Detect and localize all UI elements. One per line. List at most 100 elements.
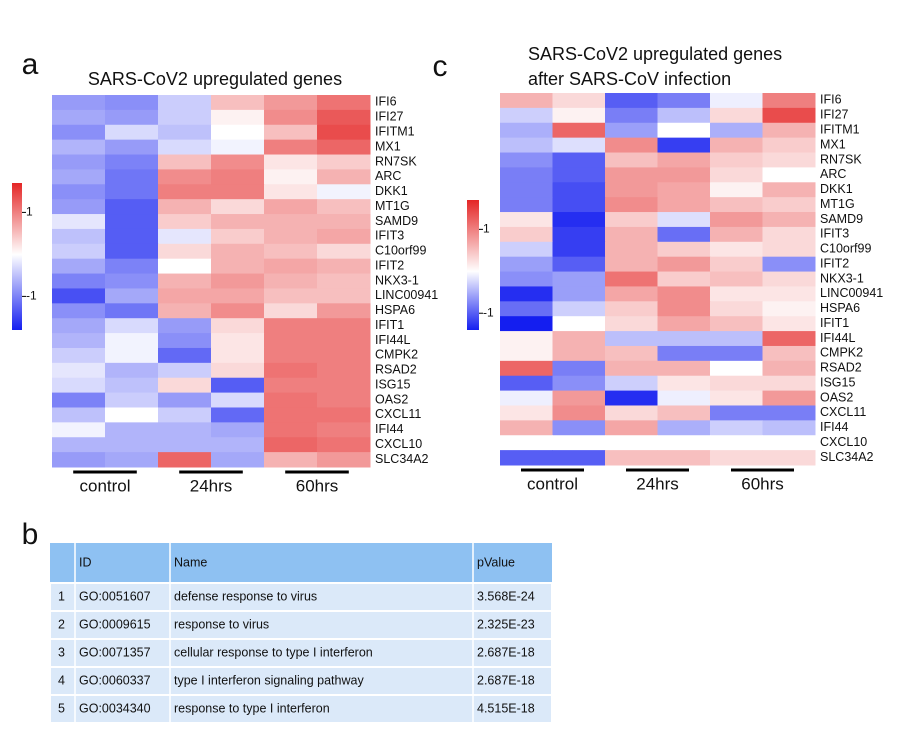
heatmap-cell xyxy=(158,288,212,304)
heatmap-cell xyxy=(105,214,159,230)
chart-title: SARS-CoV2 upregulated genes xyxy=(528,44,782,64)
heatmap-cell xyxy=(710,390,763,406)
heatmap-cell xyxy=(762,331,816,347)
heatmap-cell xyxy=(710,197,763,213)
heatmap-cell xyxy=(605,360,658,377)
panel-label: c xyxy=(433,50,448,83)
row-label: OAS2 xyxy=(820,390,853,404)
heatmap-cell xyxy=(552,226,606,243)
table-cell: 4 xyxy=(58,673,65,687)
row-label: RSAD2 xyxy=(820,361,862,375)
heatmap-cell xyxy=(105,199,159,215)
heatmap-cell xyxy=(158,347,212,364)
row-label: CMPK2 xyxy=(820,346,863,360)
heatmap-cell xyxy=(710,182,763,198)
row-label: LINC00941 xyxy=(375,288,438,302)
heatmap-cell xyxy=(762,390,816,406)
heatmap-cell xyxy=(605,390,658,406)
heatmap-cell xyxy=(52,228,106,245)
row-label: IFI6 xyxy=(375,95,397,109)
heatmap-cell xyxy=(762,122,816,139)
heatmap-cell xyxy=(317,362,371,379)
heatmap-cell xyxy=(657,152,711,168)
heatmap-cell xyxy=(762,197,816,213)
heatmap-cell xyxy=(552,107,606,124)
table-cell: cellular response to type I interferon xyxy=(174,645,373,659)
heatmap-cell xyxy=(317,199,371,215)
heatmap-cell xyxy=(500,331,553,347)
heatmap-cell xyxy=(211,452,265,468)
row-label: CXCL11 xyxy=(375,407,421,421)
heatmap-cell xyxy=(105,422,159,438)
row-label: SLC34A2 xyxy=(375,452,429,466)
heatmap-cell xyxy=(105,362,159,379)
heatmap-cell xyxy=(158,452,212,468)
heatmap-cell xyxy=(158,95,212,111)
heatmap-cell xyxy=(762,152,816,168)
heatmap-cell xyxy=(500,375,553,392)
row-label: ISG15 xyxy=(820,375,855,389)
heatmap-cell xyxy=(158,228,212,245)
heatmap-cell xyxy=(710,93,763,109)
heatmap-cell xyxy=(211,377,265,394)
heatmap-cell xyxy=(500,345,553,362)
heatmap-cell xyxy=(552,405,606,421)
heatmap-cell xyxy=(264,407,318,423)
heatmap-cell xyxy=(317,377,371,394)
table-cell: 3 xyxy=(58,645,65,659)
heatmap-cell xyxy=(605,137,658,154)
row-label: CXCL11 xyxy=(820,405,866,419)
heatmap-cell xyxy=(105,228,159,245)
heatmap-cell xyxy=(264,199,318,215)
heatmap-cell xyxy=(762,167,816,183)
heatmap-cell xyxy=(710,256,763,273)
heatmap-cell xyxy=(710,405,763,421)
heatmap-cell xyxy=(105,258,159,275)
heatmap-cell xyxy=(710,360,763,377)
heatmap-cell xyxy=(762,212,816,228)
heatmap-cell xyxy=(605,212,658,228)
heatmap-cell xyxy=(762,360,816,377)
heatmap-cell xyxy=(500,226,553,243)
heatmap-cell xyxy=(552,420,606,436)
heatmap-cell xyxy=(657,241,711,258)
row-label: NKX3-1 xyxy=(375,273,419,287)
heatmap-cell xyxy=(762,226,816,243)
heatmap-cell xyxy=(605,271,658,287)
heatmap-cell xyxy=(710,152,763,168)
table-cell: 2.687E-18 xyxy=(477,645,535,659)
heatmap-cell xyxy=(52,333,106,349)
heatmap-cell xyxy=(710,226,763,243)
heatmap-cell xyxy=(605,256,658,273)
heatmap-cell xyxy=(710,450,763,466)
heatmap-cell xyxy=(657,450,711,466)
heatmap-cell xyxy=(762,345,816,362)
row-label: C10orf99 xyxy=(820,242,871,256)
heatmap-cell xyxy=(211,169,265,185)
heatmap-cell xyxy=(211,273,265,289)
heatmap-cell xyxy=(710,435,763,451)
heatmap-cell xyxy=(500,286,553,302)
heatmap-cell xyxy=(500,137,553,154)
heatmap-cell xyxy=(105,139,159,156)
heatmap-cell xyxy=(605,316,658,332)
row-label: IFI27 xyxy=(375,110,404,124)
heatmap-cell xyxy=(317,273,371,289)
row-label: ARC xyxy=(375,169,401,183)
heatmap-cell xyxy=(710,241,763,258)
table-cell: GO:0051607 xyxy=(79,589,151,603)
heatmap-cell xyxy=(552,286,606,302)
heatmap-cell xyxy=(105,318,159,334)
heatmap-cell xyxy=(552,390,606,406)
heatmap-cell xyxy=(317,407,371,423)
heatmap-cell xyxy=(710,122,763,139)
heatmap-cell xyxy=(762,375,816,392)
heatmap-cell xyxy=(762,286,816,302)
heatmap-cell xyxy=(158,362,212,379)
heatmap-cell xyxy=(317,109,371,126)
heatmap-cell xyxy=(657,256,711,273)
heatmap-cell xyxy=(500,167,553,183)
heatmap-cell xyxy=(710,212,763,228)
heatmap-cell xyxy=(657,182,711,198)
heatmap-cell xyxy=(211,109,265,126)
